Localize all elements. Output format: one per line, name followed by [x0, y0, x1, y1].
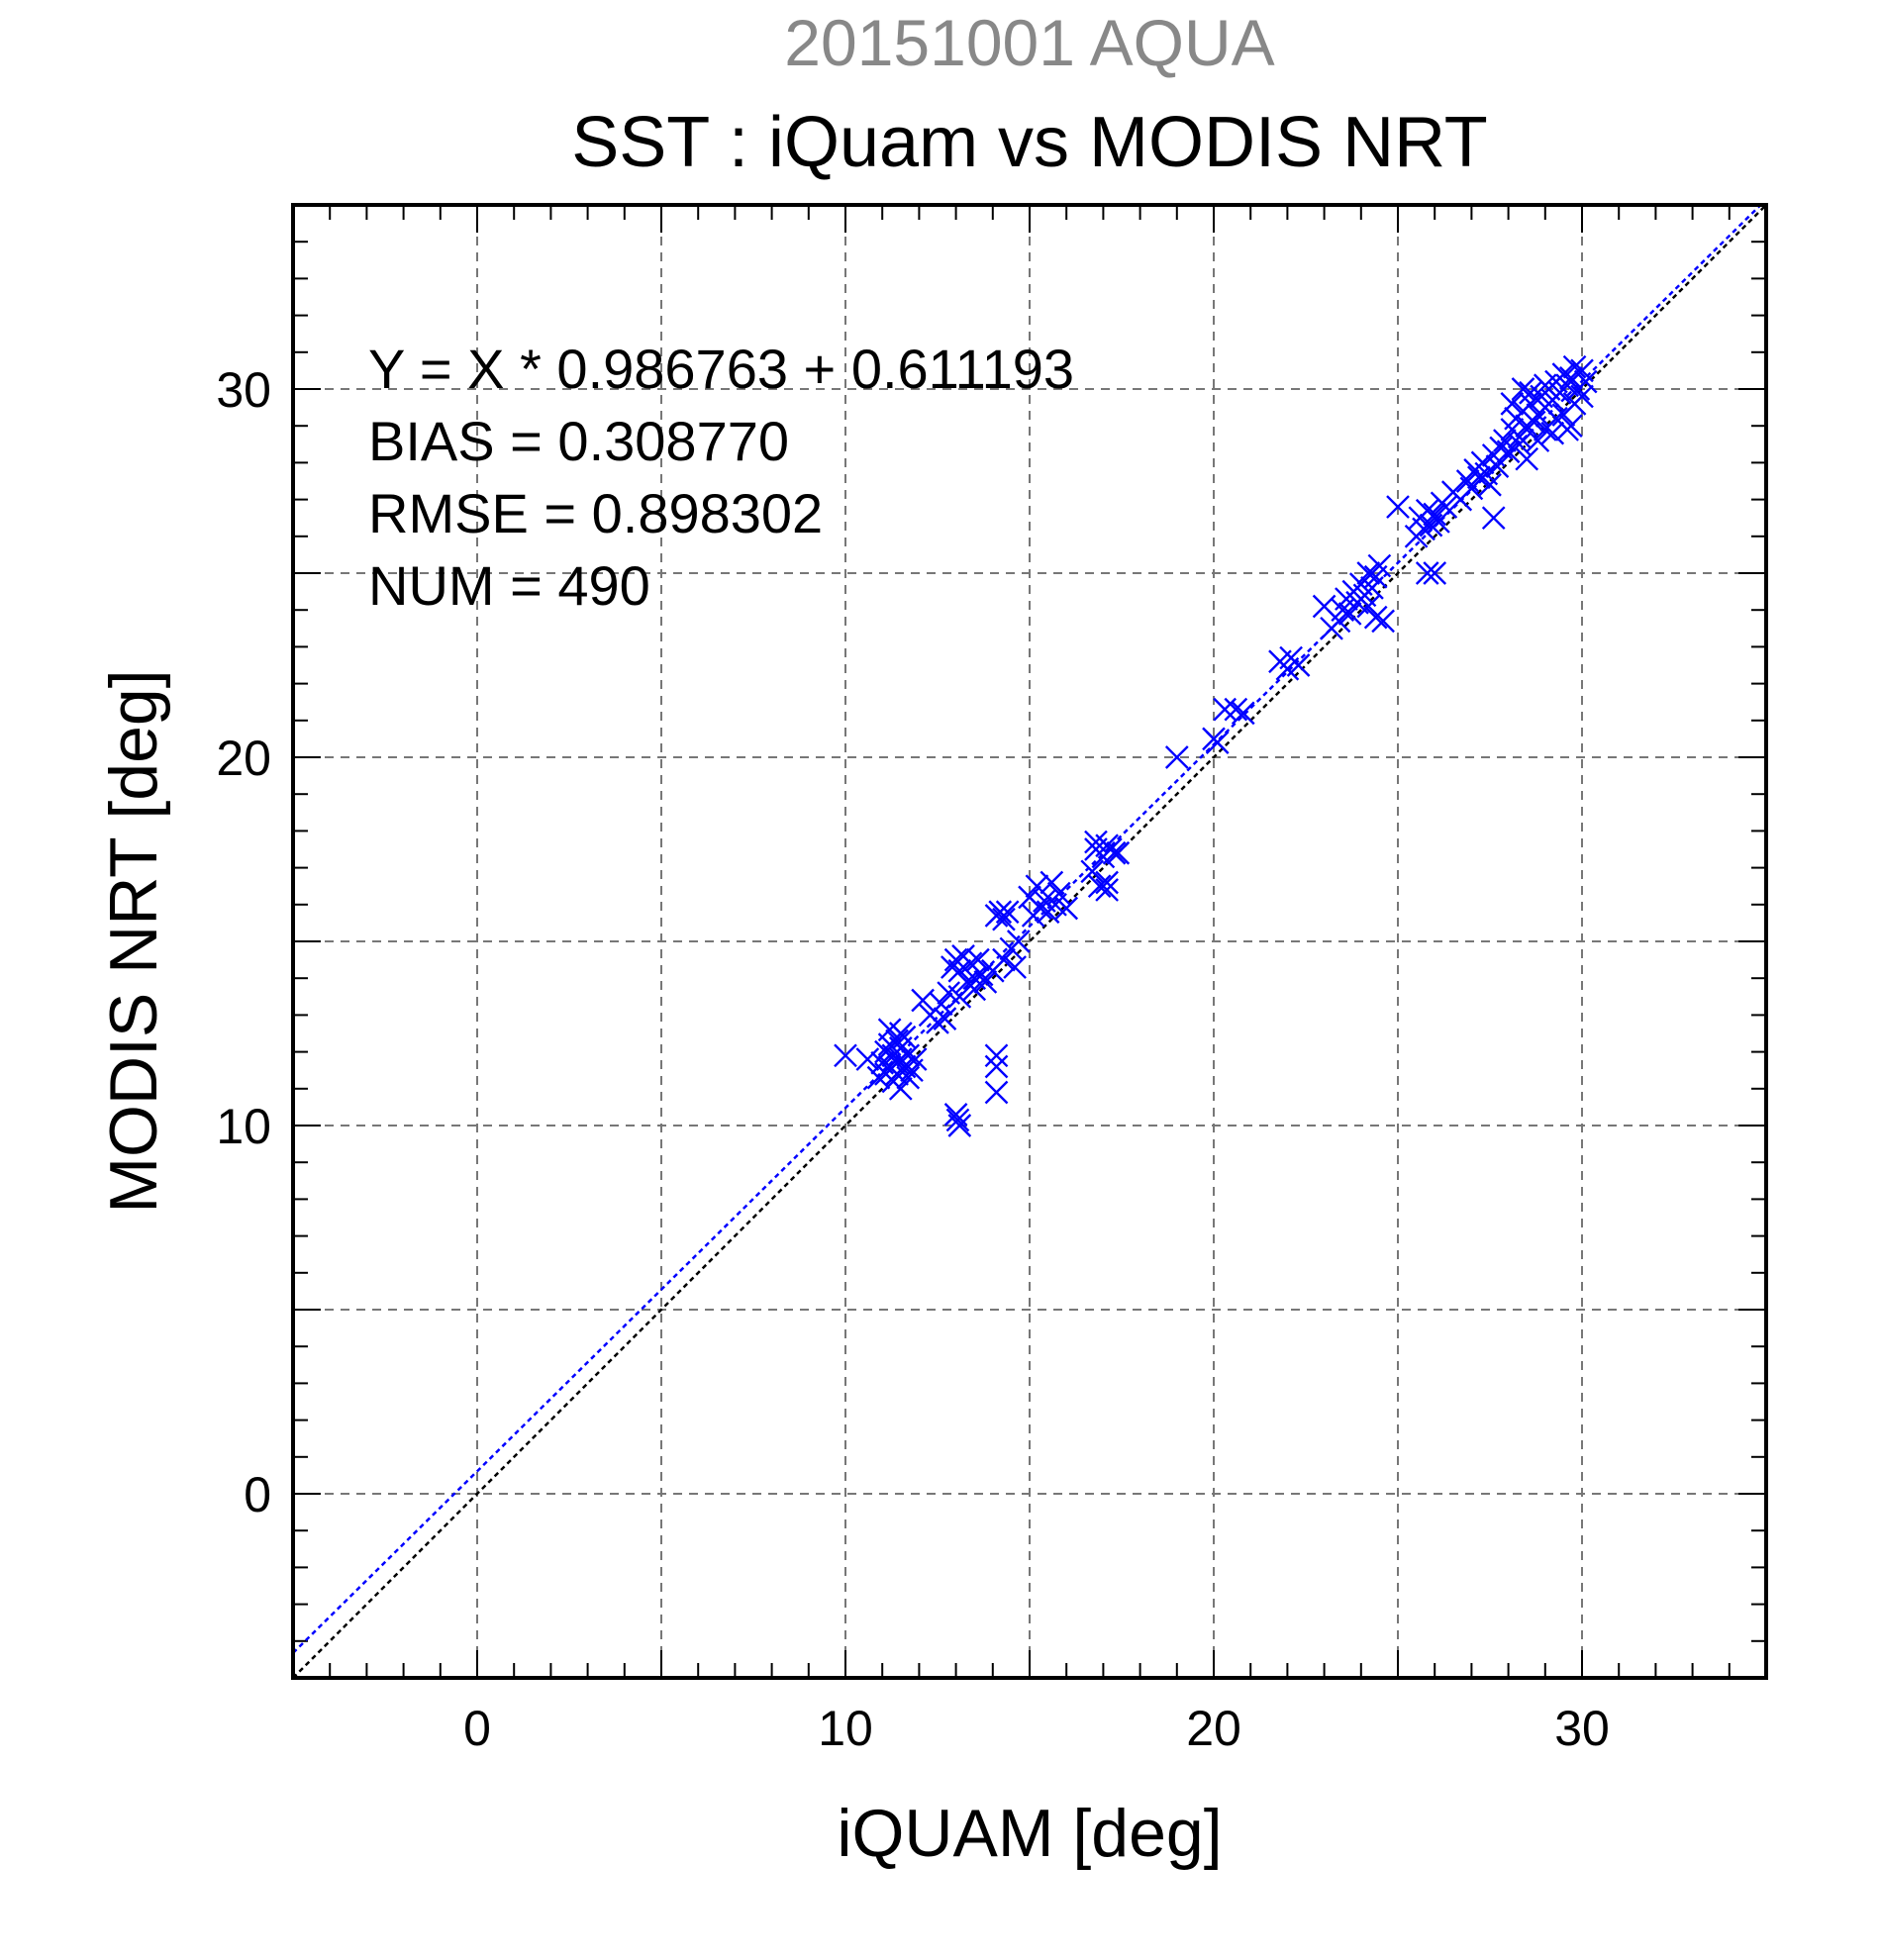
data-point	[1519, 380, 1542, 405]
data-point	[1087, 874, 1112, 899]
x-tick-label: 10	[818, 1701, 873, 1756]
y-tick-label: 0	[244, 1467, 271, 1522]
data-point	[1573, 369, 1598, 394]
chart-title: SST : iQuam vs MODIS NRT	[571, 103, 1488, 182]
data-point	[1205, 731, 1230, 754]
data-point	[966, 947, 990, 972]
data-point	[1526, 429, 1550, 452]
data-point	[896, 1043, 921, 1068]
data-point	[1515, 446, 1539, 471]
stats-annotations: Y = X * 0.986763 + 0.611193 BIAS = 0.3087…	[368, 338, 1074, 617]
data-point	[1478, 472, 1502, 497]
data-point	[1386, 495, 1410, 519]
y-tick-label: 20	[216, 731, 271, 786]
data-point	[1519, 392, 1542, 416]
y-tick-label: 30	[216, 362, 271, 418]
data-point	[1164, 745, 1189, 769]
data-point	[984, 1054, 1009, 1079]
data-point	[1286, 653, 1311, 677]
data-point	[903, 1047, 928, 1071]
y-axis-label: MODIS NRT [deg]	[96, 669, 171, 1213]
data-point	[896, 1065, 921, 1090]
data-point	[911, 988, 935, 1013]
data-point	[947, 958, 972, 983]
x-tick-label: 20	[1186, 1701, 1241, 1756]
data-point	[1533, 373, 1557, 398]
data-point	[1054, 896, 1079, 921]
data-point	[888, 1076, 913, 1101]
data-point	[1337, 602, 1362, 626]
data-point	[1095, 870, 1119, 895]
data-point	[1540, 421, 1565, 445]
data-point	[1434, 495, 1458, 519]
data-point	[984, 1043, 1009, 1068]
data-point	[1106, 840, 1131, 865]
data-point	[1102, 840, 1127, 865]
data-point	[1511, 377, 1535, 401]
data-point	[1555, 418, 1579, 441]
data-point	[855, 1047, 880, 1071]
data-point	[947, 1114, 972, 1137]
x-tick-label: 30	[1554, 1701, 1610, 1756]
data-point	[995, 900, 1020, 925]
data-point	[1080, 859, 1105, 884]
data-point	[1562, 354, 1587, 379]
data-point	[945, 1108, 970, 1132]
data-point	[1489, 436, 1514, 460]
data-point	[1507, 432, 1532, 456]
data-points	[834, 354, 1598, 1137]
data-point	[1224, 697, 1248, 722]
data-point	[1522, 410, 1546, 435]
data-point	[992, 907, 1016, 931]
grid	[293, 205, 1766, 1678]
data-point	[992, 947, 1016, 972]
data-point	[877, 1018, 902, 1042]
tick-labels: 0 10 20 30 0 10 20 30	[216, 362, 1609, 1756]
data-point	[1025, 874, 1049, 899]
data-point	[1095, 878, 1119, 902]
data-point	[1356, 561, 1381, 585]
stats-annotation-line: BIAS = 0.308770	[368, 410, 789, 472]
data-point	[973, 970, 998, 994]
data-point	[1046, 881, 1071, 906]
data-point	[1356, 594, 1381, 619]
data-point	[1231, 701, 1255, 726]
y-tick-label: 10	[216, 1099, 271, 1154]
data-point	[1363, 605, 1388, 630]
data-point	[962, 977, 987, 1002]
plot-area-frame	[291, 203, 1768, 1680]
stats-annotation-line: Y = X * 0.986763 + 0.611193	[368, 338, 1074, 400]
data-point	[1367, 553, 1392, 578]
stats-annotation-line: NUM = 490	[368, 554, 650, 617]
data-point	[984, 1080, 1009, 1105]
data-point	[1485, 454, 1510, 478]
data-point	[988, 900, 1013, 925]
data-point	[885, 1029, 909, 1053]
data-point	[1040, 870, 1064, 895]
chart-subtitle: 20151001 AQUA	[784, 6, 1274, 79]
data-point	[1213, 697, 1238, 722]
data-point	[1029, 896, 1053, 921]
data-point	[1423, 502, 1447, 527]
data-point	[1412, 517, 1436, 541]
data-point	[1423, 561, 1447, 585]
data-point	[926, 1010, 949, 1034]
data-point	[834, 1043, 857, 1068]
data-point	[1427, 510, 1450, 534]
data-point	[1003, 955, 1027, 979]
stats-annotation-line: RMSE = 0.898302	[368, 482, 823, 544]
data-point	[933, 1007, 957, 1030]
data-point	[1415, 561, 1439, 585]
data-point	[1496, 440, 1521, 464]
data-point	[947, 984, 972, 1009]
data-point	[1570, 384, 1594, 409]
data-point	[1466, 465, 1491, 490]
data-point	[1481, 506, 1506, 531]
data-point	[929, 992, 953, 1017]
x-axis-label: iQUAM [deg]	[837, 1796, 1222, 1871]
x-tick-label: 0	[463, 1701, 491, 1756]
data-point	[1500, 392, 1525, 416]
data-point	[1006, 930, 1031, 953]
